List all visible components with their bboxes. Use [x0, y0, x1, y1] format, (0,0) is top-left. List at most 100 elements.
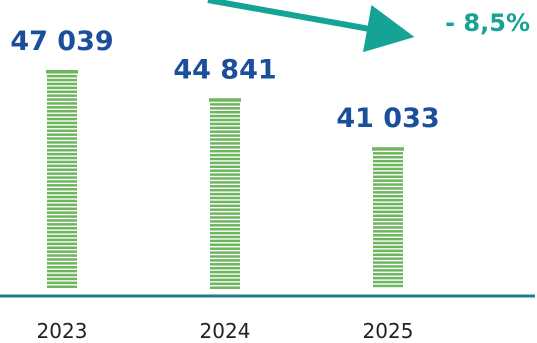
- bar-stripe: [373, 163, 403, 167]
- value-labels-group: 47 039 44 841 41 033: [10, 26, 439, 134]
- bar-stripe: [47, 90, 77, 93]
- bar-stripe: [210, 122, 240, 126]
- bar-stripe: [210, 263, 240, 266]
- bar-stripe: [210, 278, 240, 282]
- bar-stripe: [47, 234, 77, 238]
- bar-stripe: [210, 149, 240, 153]
- bar-2023: [46, 70, 78, 288]
- bar-stripe: [47, 254, 77, 257]
- bar-stripe: [210, 173, 240, 176]
- bar-stripe: [47, 168, 77, 171]
- bar-stripe: [47, 191, 77, 195]
- bar-stripe: [373, 226, 403, 229]
- bar-stripe: [373, 187, 403, 190]
- bar-stripe: [373, 191, 403, 194]
- bar-stripe: [210, 220, 240, 223]
- bar-stripe: [47, 184, 77, 187]
- bar-stripe: [373, 214, 403, 217]
- x-tick-label-2023: 2023: [37, 319, 88, 343]
- bar-stripe: [373, 230, 403, 233]
- bar-stripe: [47, 156, 77, 160]
- bar-stripe: [47, 113, 77, 117]
- bar-stripe: [373, 198, 403, 202]
- bar-stripe: [210, 169, 240, 172]
- bar-stripe: [47, 164, 77, 168]
- bar-stripe: [210, 204, 240, 208]
- bar-stripe: [373, 253, 403, 256]
- bar-stripe: [373, 175, 403, 178]
- bar-stripe: [47, 262, 77, 265]
- bar-stripe: [47, 195, 77, 199]
- bar-stripe: [210, 192, 240, 196]
- bar-stripe: [210, 270, 240, 274]
- bar-stripe: [373, 155, 403, 159]
- bar-stripe: [373, 210, 403, 214]
- bar-stripe: [47, 98, 77, 101]
- value-label-2023: 47 039: [10, 26, 113, 57]
- bar-stripe: [47, 86, 77, 90]
- bar-stripe: [47, 269, 77, 273]
- bar-stripe: [210, 239, 240, 243]
- bar-stripe: [373, 202, 403, 206]
- bar-stripe: [47, 141, 77, 144]
- bar-stripe: [210, 126, 240, 130]
- bar-stripe: [373, 269, 403, 272]
- bar-stripe: [47, 188, 77, 191]
- bar-stripe: [210, 212, 240, 215]
- bar-stripe: [210, 157, 240, 161]
- bar-stripe: [210, 286, 240, 289]
- bar-stripe: [373, 237, 403, 241]
- bar-stripe: [210, 114, 240, 118]
- bar-stripe: [47, 176, 77, 179]
- bar-stripe: [373, 183, 403, 186]
- bar-stripe: [210, 231, 240, 235]
- bar-stripe: [373, 241, 403, 245]
- bar-stripe: [210, 146, 240, 149]
- bar-stripe: [210, 247, 240, 250]
- bar-stripe: [47, 121, 77, 125]
- bar-stripe: [47, 106, 77, 109]
- bar-stripe: [210, 118, 240, 122]
- bar-stripe: [373, 257, 403, 260]
- bar-stripe: [210, 142, 240, 145]
- bar-stripe: [210, 138, 240, 141]
- bar-stripe: [47, 78, 77, 82]
- bar-stripe: [47, 227, 77, 230]
- bar-stripe: [47, 277, 77, 281]
- trend-arrow: [207, 0, 415, 53]
- bar-stripe: [373, 152, 403, 155]
- bar-stripe: [210, 216, 240, 219]
- bar-stripe: [47, 203, 77, 207]
- bar-stripe: [373, 280, 403, 284]
- bar-stripe: [47, 211, 77, 214]
- x-tick-label-2025: 2025: [363, 319, 414, 343]
- bar-stripe: [210, 153, 240, 157]
- bar-stripe: [210, 196, 240, 200]
- bar-stripe: [210, 161, 240, 165]
- bar-stripe: [47, 145, 77, 148]
- bar-2024: [209, 98, 241, 289]
- bar-stripe: [47, 250, 77, 253]
- bar-stripe: [47, 207, 77, 210]
- bar-stripe: [47, 137, 77, 140]
- bar-stripe: [47, 94, 77, 97]
- bar-stripe: [47, 199, 77, 203]
- bar-stripe: [210, 235, 240, 239]
- bar-stripe: [47, 246, 77, 249]
- bar-stripe: [47, 281, 77, 285]
- bar-stripe: [47, 160, 77, 164]
- bar-stripe: [47, 223, 77, 226]
- bar-stripe: [47, 110, 77, 113]
- bar-stripe: [373, 272, 403, 276]
- bar-cap: [209, 98, 241, 102]
- bar-stripe: [47, 285, 77, 288]
- bar-stripe: [210, 110, 240, 114]
- bar-stripe: [210, 282, 240, 286]
- x-tick-labels-group: 2023 2024 2025: [37, 319, 414, 343]
- bar-cap: [372, 147, 404, 151]
- bar-stripe: [210, 181, 240, 184]
- bar-cap: [46, 70, 78, 74]
- bar-stripe: [47, 238, 77, 242]
- bar-stripe: [47, 102, 77, 105]
